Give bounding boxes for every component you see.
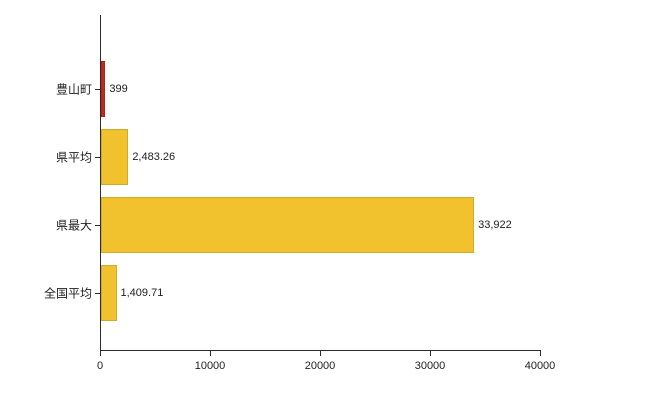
category-label: 豊山町 [55, 82, 92, 97]
bar [101, 197, 475, 253]
x-axis-tick [430, 351, 431, 356]
y-axis-tick [95, 225, 100, 226]
plot-area [100, 15, 541, 351]
y-axis-tick [95, 89, 100, 90]
category-label: 県最大 [55, 218, 92, 233]
value-label: 2,483.26 [132, 151, 176, 163]
x-axis-tick [210, 351, 211, 356]
x-axis-tick [540, 351, 541, 356]
bar [101, 129, 129, 185]
value-label: 399 [109, 83, 128, 95]
bar [101, 61, 106, 117]
category-label: 県平均 [55, 150, 92, 165]
x-tick-label: 20000 [304, 360, 336, 372]
x-tick-label: 10000 [194, 360, 226, 372]
value-label: 33,922 [478, 219, 512, 231]
x-tick-label: 30000 [414, 360, 446, 372]
x-tick-label: 40000 [524, 360, 556, 372]
x-axis-tick [100, 351, 101, 356]
value-label: 1,409.71 [120, 287, 164, 299]
x-tick-label: 0 [96, 360, 104, 372]
y-axis-tick [95, 157, 100, 158]
category-label: 全国平均 [43, 286, 92, 301]
x-axis-tick [320, 351, 321, 356]
bar [101, 265, 117, 321]
y-axis-tick [95, 293, 100, 294]
